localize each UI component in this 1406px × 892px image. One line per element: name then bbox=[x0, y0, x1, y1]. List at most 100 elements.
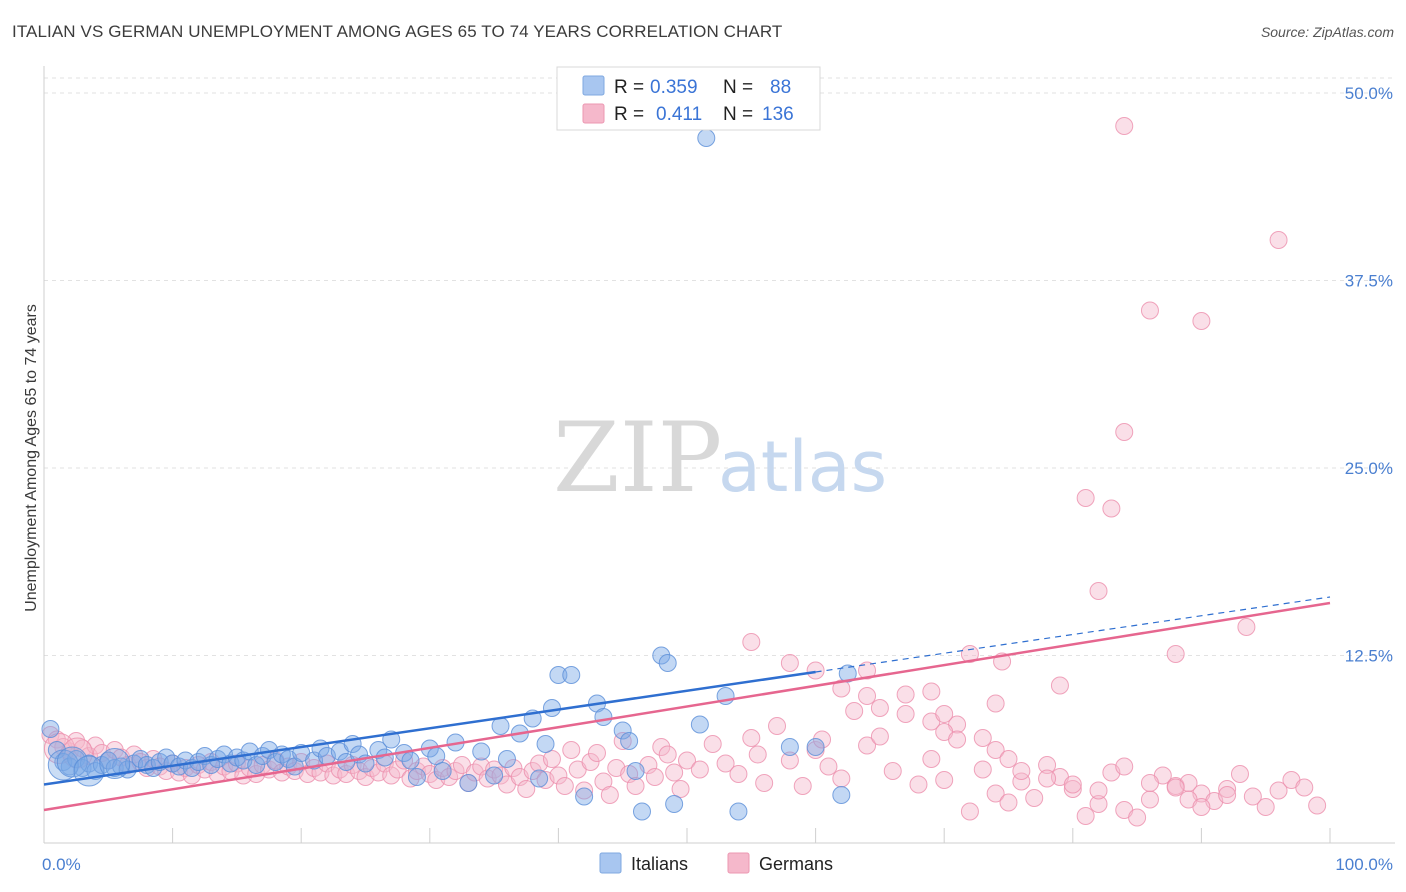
x-tick-label-0: 0.0% bbox=[42, 855, 81, 874]
germans-point bbox=[999, 793, 1018, 812]
germans-point bbox=[1269, 231, 1288, 249]
source-label: Source: ZipAtlas.com bbox=[1260, 24, 1394, 40]
germans-point bbox=[523, 762, 542, 780]
italians-point bbox=[620, 732, 639, 750]
italians-point bbox=[626, 762, 645, 780]
germans-point bbox=[1038, 756, 1057, 774]
germans-point bbox=[768, 717, 787, 735]
italians-point bbox=[247, 756, 266, 774]
germans-point bbox=[1218, 786, 1237, 804]
y-axis-label: Unemployment Among Ages 65 to 74 years bbox=[23, 304, 40, 612]
legend-r-label-italians: R = bbox=[614, 77, 644, 98]
germans-point bbox=[922, 682, 941, 701]
germans-point bbox=[1050, 676, 1069, 695]
italians-point bbox=[536, 735, 555, 753]
italians-point bbox=[652, 646, 671, 665]
trend-lines bbox=[43, 596, 1331, 812]
germans-point bbox=[1089, 781, 1108, 800]
germans-point bbox=[555, 777, 574, 795]
germans-point bbox=[832, 769, 851, 788]
germans-point bbox=[1192, 312, 1211, 330]
germans-point bbox=[1115, 423, 1134, 441]
germans-point bbox=[845, 702, 864, 720]
legend-swatch-germans bbox=[582, 103, 605, 124]
germans-point bbox=[742, 633, 761, 651]
germans-point bbox=[986, 741, 1005, 759]
italians-point bbox=[658, 654, 677, 672]
germans-point bbox=[1089, 582, 1108, 600]
italians-point bbox=[549, 666, 568, 684]
italians-point bbox=[832, 786, 851, 804]
italians-point bbox=[459, 774, 478, 792]
grid bbox=[44, 77, 1395, 656]
germans-point bbox=[858, 736, 877, 755]
germans-point bbox=[935, 771, 954, 789]
germans-point bbox=[1243, 787, 1262, 806]
germans-point bbox=[870, 727, 889, 746]
italians-point bbox=[530, 769, 549, 788]
germans-point bbox=[748, 745, 767, 764]
germans-point bbox=[960, 645, 979, 663]
germans-point bbox=[806, 661, 825, 680]
series-legend: Italians Germans bbox=[599, 852, 833, 874]
germans-point bbox=[1012, 772, 1031, 791]
germans-point bbox=[755, 774, 774, 792]
germans-point bbox=[658, 745, 677, 764]
germans-point bbox=[973, 729, 992, 747]
germans-point bbox=[986, 694, 1005, 713]
legend-r-label-germans: R = bbox=[614, 104, 644, 125]
legend-r-value-germans: 0.411 bbox=[656, 104, 702, 125]
germans-point bbox=[1218, 780, 1237, 798]
germans-point bbox=[587, 744, 606, 762]
legend-n-value-italians: 88 bbox=[770, 77, 791, 98]
germans-point bbox=[896, 705, 915, 723]
germans-point bbox=[504, 759, 523, 777]
italians-point bbox=[433, 762, 452, 780]
axes bbox=[43, 66, 1395, 844]
italians-point bbox=[542, 699, 561, 717]
germans-point bbox=[1063, 775, 1082, 794]
italians-point bbox=[665, 795, 684, 813]
germans-point-large bbox=[43, 733, 75, 764]
germans-point bbox=[780, 654, 799, 672]
germans-point bbox=[388, 760, 407, 779]
correlation-legend: R = 0.359 N = 88 R = 0.411 N = 136 bbox=[556, 66, 821, 131]
italians-point bbox=[41, 720, 60, 738]
germans-point bbox=[870, 699, 889, 717]
y-tick-label-0: 12.5% bbox=[1345, 647, 1393, 666]
italians-point bbox=[407, 768, 426, 786]
germans-point bbox=[1025, 789, 1044, 807]
germans-point bbox=[575, 781, 594, 800]
italians-point bbox=[697, 129, 716, 147]
germans-point bbox=[1166, 778, 1185, 797]
germans-point bbox=[1063, 780, 1082, 798]
germans-point bbox=[973, 760, 992, 779]
germans-point bbox=[1076, 807, 1095, 825]
legend-n-label-italians: N = bbox=[723, 77, 753, 98]
germans-trend-line bbox=[43, 601, 1331, 812]
germans-point bbox=[1256, 798, 1275, 816]
legend-n-value-germans: 136 bbox=[762, 104, 794, 125]
italians-point bbox=[575, 787, 594, 806]
italians-point bbox=[690, 715, 709, 734]
germans-point bbox=[626, 777, 645, 795]
bottom-legend-swatch-germans bbox=[727, 852, 750, 874]
bottom-legend-label-germans: Germans bbox=[759, 854, 833, 874]
legend-swatch-italians bbox=[582, 75, 605, 96]
y-tick-labels: 12.5% 25.0% 37.5% 50.0% bbox=[1345, 84, 1393, 666]
germans-point bbox=[896, 685, 915, 704]
germans-point bbox=[948, 730, 967, 749]
bottom-legend-label-italians: Italians bbox=[631, 854, 688, 874]
legend-r-value-italians: 0.359 bbox=[650, 77, 698, 98]
germans-point bbox=[793, 777, 812, 795]
germans-point bbox=[549, 766, 568, 785]
germans-point bbox=[1115, 757, 1134, 776]
germans-point bbox=[858, 661, 877, 680]
italians-point-large bbox=[73, 755, 105, 787]
italians-point bbox=[472, 742, 491, 761]
germans-point bbox=[883, 762, 902, 780]
germans-point bbox=[1237, 618, 1256, 636]
germans-point bbox=[858, 687, 877, 705]
italians-trend-extension bbox=[815, 596, 1331, 673]
italians-point bbox=[838, 664, 857, 683]
